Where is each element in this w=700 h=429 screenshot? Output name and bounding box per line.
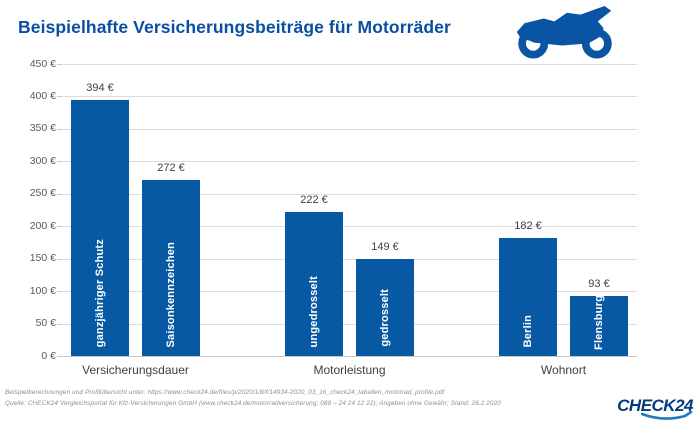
footer-source-line-1: Beispielberechnungen und Profilübersicht… [5, 389, 445, 396]
bar-label: Flensburg [593, 295, 605, 350]
category-label: Motorleistung [313, 363, 386, 377]
y-axis-tick-label: 150 € [29, 252, 56, 265]
bar: Saisonkennzeichen [142, 179, 200, 356]
bar: gedrosselt [356, 259, 414, 356]
y-axis-tick-mark [57, 96, 62, 98]
footer-source-line-2: Quelle: CHECK24 Vergleichsportal für Kfz… [5, 400, 501, 407]
y-axis-tick-label: 200 € [29, 219, 56, 232]
bar-value-label: 394 € [86, 82, 114, 95]
check24-logo-text: CHECK24 [617, 396, 693, 415]
category-label: Wohnort [540, 363, 587, 377]
bar-value-label: 149 € [371, 241, 399, 254]
bar-value-label: 272 € [157, 161, 185, 174]
y-axis-tick-label: 450 € [29, 57, 56, 70]
y-axis-tick-label: 400 € [29, 89, 56, 102]
y-axis-tick-mark [57, 128, 62, 130]
check24-logo: CHECK24 [603, 396, 693, 422]
gridline [62, 96, 637, 98]
gridline [62, 356, 637, 357]
bar: ungedrosselt [285, 211, 343, 356]
y-axis-tick-label: 100 € [29, 284, 56, 297]
bar-label: ungedrosselt [308, 275, 320, 347]
gridline [62, 193, 637, 195]
y-axis-tick-mark [57, 64, 62, 65]
bar: ganzjähriger Schutz [71, 100, 129, 356]
y-axis-tick-mark [57, 291, 62, 293]
category-label: Versicherungsdauer [82, 363, 189, 377]
y-axis-tick-mark [57, 161, 62, 163]
gridline [62, 161, 637, 163]
y-axis-tick-mark [57, 226, 62, 228]
y-axis-tick-label: 0 € [41, 349, 56, 362]
y-axis-tick-label: 350 € [29, 122, 56, 135]
bar-value-label: 182 € [514, 219, 542, 232]
swoosh-icon [641, 411, 693, 420]
y-axis-tick-mark [57, 356, 62, 357]
bar-label: gedrosselt [379, 289, 391, 347]
motorcycle-icon [516, 5, 612, 59]
plot-area: ganzjähriger Schutz 394 € Saisonkennzeiche… [62, 64, 637, 377]
bar-value-label: 222 € [300, 193, 328, 206]
gridline [62, 226, 637, 228]
chart-title: Beispielhafte Versicherungsbeiträge für … [18, 17, 451, 37]
gridline [62, 323, 637, 325]
bar-label: Berlin [522, 314, 534, 347]
bar-label: Saisonkennzeichen [165, 241, 177, 348]
y-axis-tick-label: 50 € [35, 317, 56, 330]
y-axis-tick-label: 250 € [29, 187, 56, 200]
y-axis-tick-label: 300 € [29, 154, 56, 167]
gridline [62, 128, 637, 130]
bar-label: ganzjähriger Schutz [94, 238, 106, 347]
bar: Flensburg [570, 295, 628, 356]
y-axis-tick-mark [57, 323, 62, 325]
y-axis-tick-mark [57, 193, 62, 195]
gridline [62, 258, 637, 260]
gridline [62, 291, 637, 293]
bar: Berlin [499, 237, 557, 356]
bar-value-label: 93 € [588, 277, 610, 290]
gridline [62, 64, 637, 65]
y-axis-tick-mark [57, 258, 62, 260]
